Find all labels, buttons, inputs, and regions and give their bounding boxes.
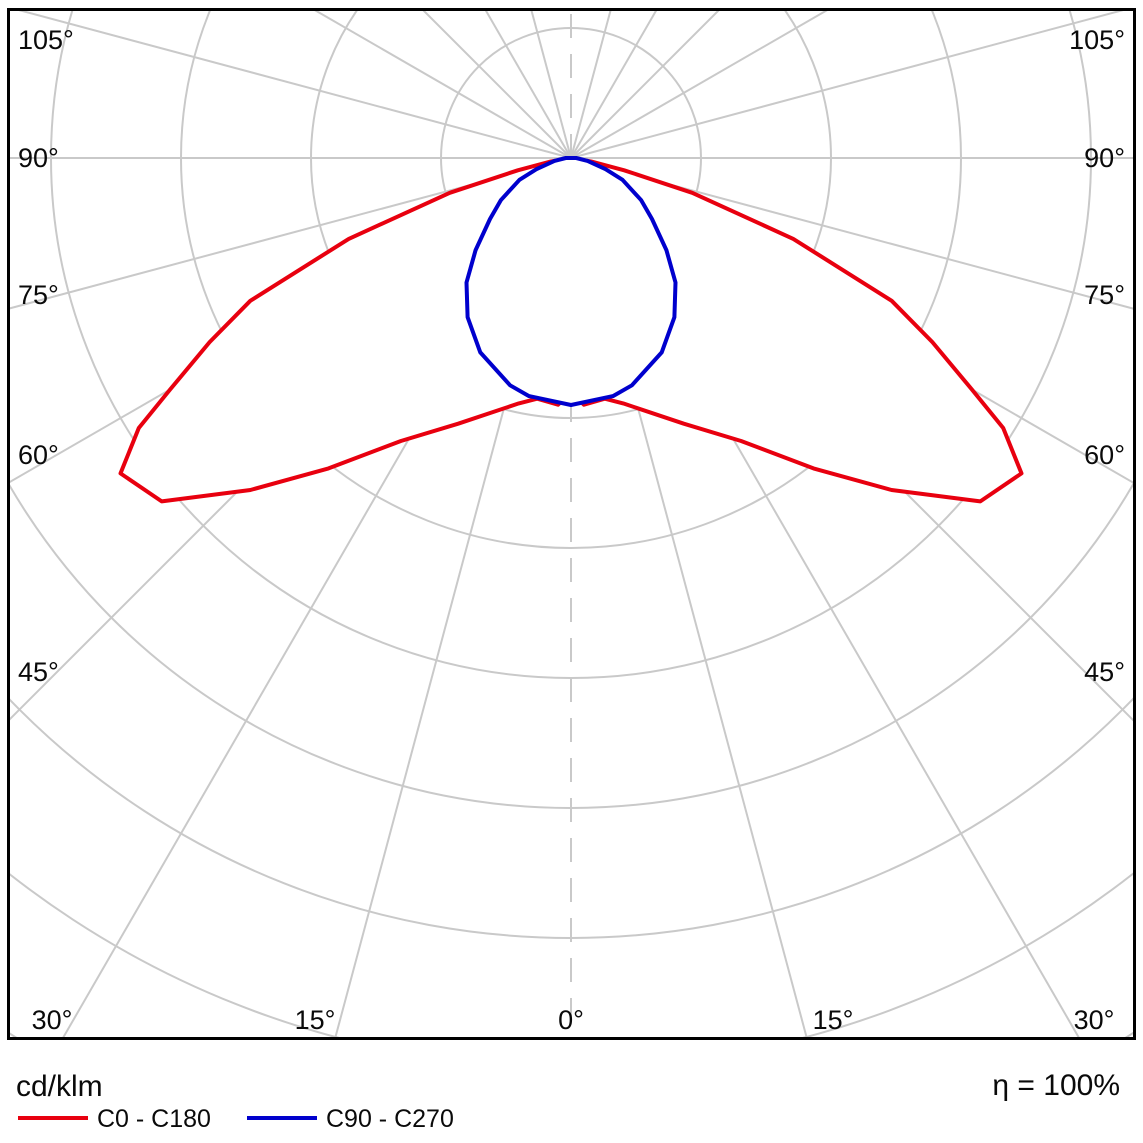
angle-label-bottom: 15° — [295, 1005, 336, 1035]
angle-label-left: 45° — [18, 657, 59, 687]
legend-label-c0-c180: C0 - C180 — [97, 1105, 211, 1133]
angle-label-right: 75° — [1084, 280, 1125, 310]
grid-ray — [314, 11, 572, 159]
angle-label-bottom: 0° — [558, 1005, 584, 1035]
grid-ray — [570, 157, 1133, 310]
grid-ray — [570, 11, 1124, 159]
plot-border — [7, 8, 1136, 1040]
grid-ray — [422, 11, 572, 159]
angle-label-bottom: 30° — [32, 1005, 73, 1035]
angle-label-right: 90° — [1084, 143, 1125, 173]
angle-label-bottom: 15° — [813, 1005, 854, 1035]
angle-label-left: 90° — [18, 143, 59, 173]
angle-label-left: 75° — [18, 280, 59, 310]
intensity-curves — [118, 156, 1024, 504]
efficiency-label: η = 100% — [992, 1069, 1120, 1102]
grid-ray — [10, 157, 572, 310]
legend-label-c90-c270: C90 - C270 — [326, 1105, 454, 1133]
grid-ray — [570, 11, 828, 159]
angle-label-bottom: 30° — [1074, 1005, 1115, 1035]
grid-ray — [18, 11, 572, 159]
angle-label-right: 45° — [1084, 657, 1125, 687]
angle-label-right: 105° — [1069, 25, 1125, 55]
curve-c90-c270 — [464, 156, 678, 407]
unit-label: cd/klm — [16, 1070, 103, 1103]
legend: C0 - C180 C90 - C270 — [18, 1105, 454, 1133]
grid-ray — [570, 11, 720, 159]
angle-tick-labels: 105° 105° 90° 90° 75° 75° 60° 60° 45° 45° 30° 15° 0°… — [18, 25, 1125, 1035]
angle-label-right: 60° — [1084, 440, 1125, 470]
angle-label-left: 105° — [18, 25, 74, 55]
angle-label-left: 60° — [18, 440, 59, 470]
